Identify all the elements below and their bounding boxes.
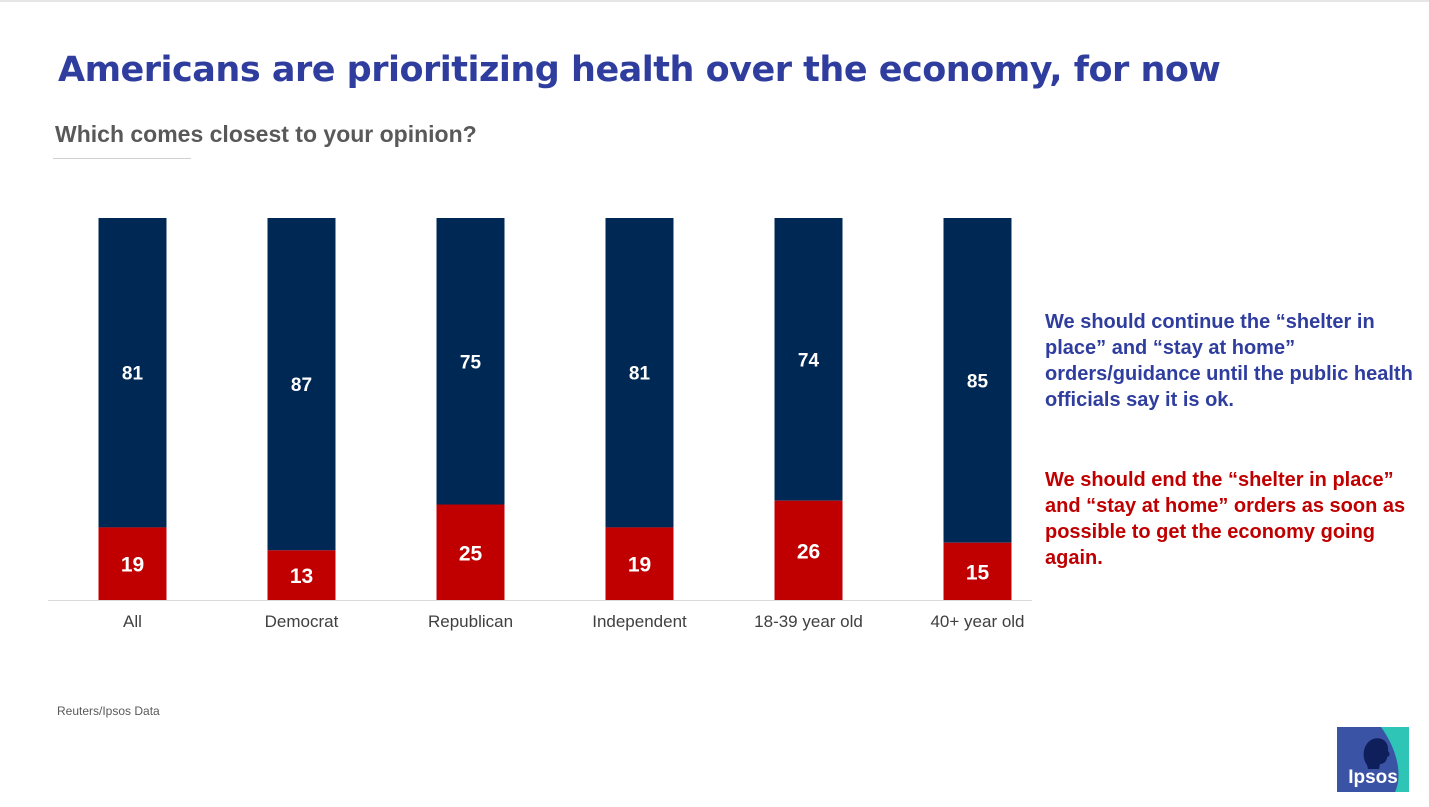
logo-text: Ipsos	[1348, 767, 1398, 788]
source-note: Reuters/Ipsos Data	[57, 704, 160, 718]
data-label-end: 19	[121, 554, 144, 577]
ipsos-logo: Ipsos	[1337, 727, 1409, 792]
bar-continue	[605, 218, 674, 528]
bar-continue	[267, 218, 336, 551]
bar-continue	[98, 218, 167, 528]
bar-continue	[774, 218, 843, 501]
bar-end	[98, 527, 167, 600]
category-label: 40+ year old	[930, 612, 1024, 631]
data-label-continue: 75	[460, 352, 482, 373]
bar-end	[605, 527, 674, 600]
question-subtitle: Which comes closest to your opinion?	[55, 121, 477, 147]
bar-end	[436, 504, 505, 600]
category-label: Democrat	[265, 612, 339, 631]
bar-end	[943, 542, 1012, 600]
subtitle-underline	[53, 158, 191, 159]
top-rule	[0, 0, 1429, 2]
data-label-continue: 74	[798, 350, 820, 371]
category-label: All	[123, 612, 142, 631]
category-label: Independent	[592, 612, 687, 631]
category-label: Republican	[428, 612, 513, 631]
data-label-end: 19	[628, 554, 651, 577]
legend-continue-shelter: We should continue the “shelter in place…	[1045, 311, 1413, 411]
bar-continue	[943, 218, 1012, 543]
legend-end-shelter: We should end the “shelter in place” and…	[1045, 469, 1406, 569]
data-label-continue: 87	[291, 375, 312, 396]
data-label-end: 13	[290, 565, 313, 588]
ipsos-logo-icon	[1337, 727, 1409, 792]
stacked-bar-chart: 81 19 All 87 13 Democrat 75 25 Republican 81 19 Ind…	[48, 218, 1032, 631]
category-label: 18-39 year old	[754, 612, 863, 631]
page-title: Americans are prioritizing health over t…	[58, 50, 1221, 90]
bar-end	[774, 500, 843, 600]
data-label-end: 15	[966, 561, 990, 584]
data-label-continue: 81	[122, 364, 144, 385]
bar-continue	[436, 218, 505, 505]
data-label-end: 25	[459, 542, 483, 565]
data-label-continue: 81	[629, 364, 651, 385]
data-label-continue: 85	[967, 371, 989, 392]
data-label-end: 26	[797, 540, 820, 563]
bar-end	[267, 550, 336, 600]
